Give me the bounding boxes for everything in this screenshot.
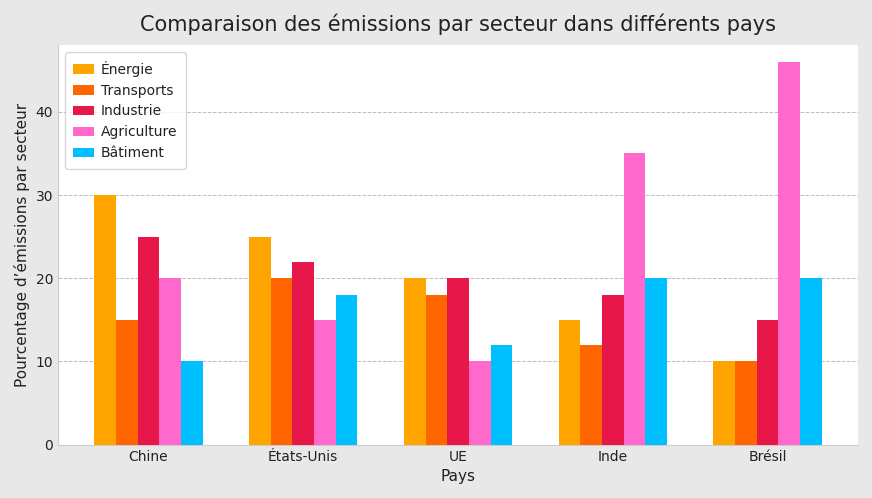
Title: Comparaison des émissions par secteur dans différents pays: Comparaison des émissions par secteur da…: [140, 14, 776, 35]
X-axis label: Pays: Pays: [440, 469, 475, 484]
Bar: [292, 261, 314, 445]
Bar: [270, 278, 292, 445]
Bar: [623, 153, 645, 445]
Bar: [314, 320, 336, 445]
Bar: [160, 278, 181, 445]
Bar: [580, 345, 602, 445]
Bar: [94, 195, 116, 445]
Bar: [249, 237, 270, 445]
Bar: [181, 362, 202, 445]
Bar: [559, 320, 580, 445]
Y-axis label: Pourcentage d’émissions par secteur: Pourcentage d’émissions par secteur: [14, 103, 30, 387]
Bar: [116, 320, 138, 445]
Bar: [602, 295, 623, 445]
Bar: [426, 295, 447, 445]
Bar: [404, 278, 426, 445]
Bar: [491, 345, 512, 445]
Bar: [757, 320, 779, 445]
Bar: [645, 278, 667, 445]
Bar: [779, 62, 800, 445]
Bar: [447, 278, 469, 445]
Bar: [713, 362, 735, 445]
Bar: [336, 295, 358, 445]
Bar: [469, 362, 491, 445]
Bar: [800, 278, 821, 445]
Bar: [735, 362, 757, 445]
Legend: Énergie, Transports, Industrie, Agriculture, Bâtiment: Énergie, Transports, Industrie, Agricult…: [65, 52, 186, 169]
Bar: [138, 237, 160, 445]
